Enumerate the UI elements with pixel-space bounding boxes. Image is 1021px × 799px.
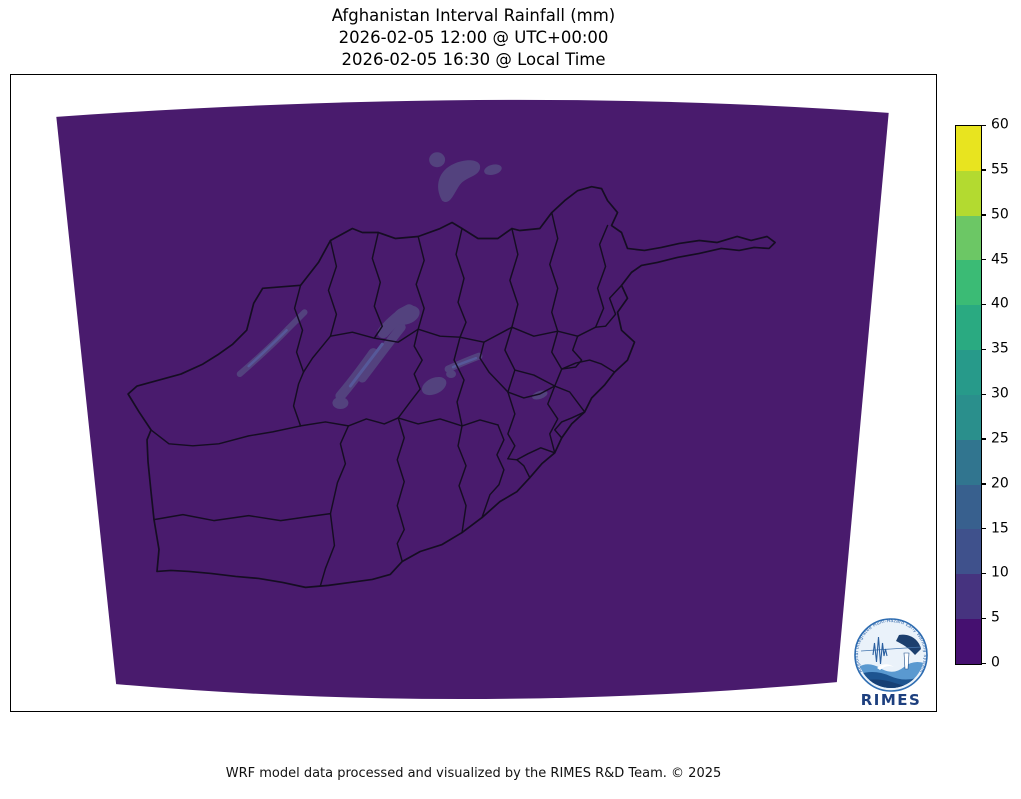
rimes-wordmark: RIMES bbox=[861, 691, 922, 709]
colorbar-ticks: 0 5 10 15 20 25 30 35 40 45 50 55 60 bbox=[982, 117, 1021, 671]
colorbar-band bbox=[956, 529, 981, 575]
colorbar-band bbox=[956, 260, 981, 306]
colorbar-band bbox=[956, 350, 981, 395]
province-boundaries bbox=[127, 185, 776, 589]
rainfall-patches bbox=[236, 152, 548, 409]
colorbar-band bbox=[956, 170, 981, 216]
colorbar-tickmark bbox=[982, 303, 986, 306]
colorbar-tickmark bbox=[982, 483, 986, 485]
colorbar-tickmark bbox=[982, 169, 986, 171]
colorbar-tickmark bbox=[982, 662, 986, 664]
figure-caption: WRF model data processed and visualized … bbox=[225, 766, 722, 781]
colorbar-tickmark bbox=[982, 214, 986, 216]
colorbar-tick-label: 20 bbox=[991, 475, 1009, 492]
colorbar-tickmark bbox=[982, 348, 986, 351]
rimes-logo-icon: Regional Integrated Multi-Hazard Early W… bbox=[854, 618, 928, 709]
colorbar-tick-label: 5 bbox=[991, 609, 1000, 626]
colorbar-tick-label: 0 bbox=[991, 654, 1000, 671]
colorbar-tick-label: 30 bbox=[991, 385, 1009, 402]
title-line-1: Afghanistan Interval Rainfall (mm) bbox=[331, 6, 616, 25]
colorbar-tickmark bbox=[982, 124, 986, 126]
colorbar-tickmark bbox=[982, 438, 986, 440]
colorbar-tickmark bbox=[982, 259, 986, 261]
colorbar-band bbox=[956, 305, 981, 351]
colorbar-tick-label: 60 bbox=[991, 116, 1009, 133]
colorbar-band bbox=[956, 484, 981, 530]
colorbar-tick-label: 25 bbox=[991, 430, 1009, 447]
figure-title: Afghanistan Interval Rainfall (mm) 2026-… bbox=[10, 5, 937, 71]
colorbar-band bbox=[956, 215, 981, 261]
colorbar-tick-label: 10 bbox=[991, 565, 1009, 582]
model-domain-raster bbox=[56, 99, 889, 700]
afghanistan-rainfall-map bbox=[56, 99, 889, 700]
colorbar-band bbox=[956, 439, 981, 485]
title-line-utc: 2026-02-05 12:00 @ UTC+00:00 bbox=[338, 28, 609, 47]
colorbar-bands bbox=[955, 125, 982, 665]
colorbar-band bbox=[956, 126, 981, 171]
colorbar-band bbox=[956, 619, 981, 664]
colorbar-tickmark bbox=[982, 617, 986, 620]
colorbar-tick-label: 15 bbox=[991, 520, 1009, 537]
title-line-local: 2026-02-05 16:30 @ Local Time bbox=[341, 50, 606, 69]
colorbar-tick-label: 55 bbox=[991, 161, 1009, 178]
colorbar-tick-label: 40 bbox=[991, 296, 1009, 313]
colorbar: 0 5 10 15 20 25 30 35 40 45 50 55 60 bbox=[955, 117, 1009, 671]
colorbar-tickmark bbox=[982, 528, 986, 530]
colorbar-tick-label: 35 bbox=[991, 340, 1009, 357]
colorbar-tickmark bbox=[982, 393, 986, 395]
afghanistan-outline bbox=[127, 185, 776, 589]
colorbar-band bbox=[956, 394, 981, 440]
colorbar-tickmark bbox=[982, 572, 986, 575]
colorbar-tick-label: 50 bbox=[991, 206, 1009, 223]
colorbar-band bbox=[956, 574, 981, 620]
rimes-logo: Regional Integrated Multi-Hazard Early W… bbox=[847, 613, 935, 709]
map-plot-area: Regional Integrated Multi-Hazard Early W… bbox=[10, 74, 937, 712]
colorbar-tick-label: 45 bbox=[991, 251, 1009, 268]
